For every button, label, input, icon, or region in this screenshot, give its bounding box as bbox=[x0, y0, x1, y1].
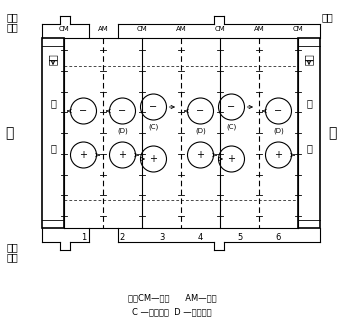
Text: 5: 5 bbox=[237, 233, 242, 242]
Text: −: − bbox=[79, 106, 88, 116]
Text: 极: 极 bbox=[50, 98, 56, 108]
Text: 3: 3 bbox=[159, 233, 164, 242]
Text: AM: AM bbox=[98, 26, 108, 32]
Text: 6: 6 bbox=[276, 233, 281, 242]
Text: +: + bbox=[79, 150, 88, 160]
Text: (D): (D) bbox=[195, 128, 206, 134]
Text: −: − bbox=[227, 102, 236, 112]
Bar bbox=[42, 38, 64, 228]
Text: 4: 4 bbox=[198, 233, 203, 242]
Bar bbox=[298, 38, 320, 228]
Text: 注：CM—阳膜      AM—阴膜: 注：CM—阳膜 AM—阴膜 bbox=[128, 294, 216, 302]
Text: ＋: ＋ bbox=[328, 126, 336, 140]
Text: 2: 2 bbox=[120, 233, 125, 242]
Text: −: − bbox=[149, 102, 158, 112]
Text: −: − bbox=[196, 106, 205, 116]
Text: (D): (D) bbox=[117, 128, 128, 134]
Text: 极水: 极水 bbox=[7, 242, 19, 252]
Text: 阴极: 阴极 bbox=[48, 53, 58, 65]
Text: AM: AM bbox=[254, 26, 264, 32]
Text: 极: 极 bbox=[306, 98, 312, 108]
Text: 浓水: 浓水 bbox=[322, 12, 334, 22]
Text: C —浓水隔板  D —淡水隔板: C —浓水隔板 D —淡水隔板 bbox=[132, 307, 212, 317]
Text: CM: CM bbox=[59, 26, 69, 32]
Text: +: + bbox=[275, 150, 283, 160]
Text: −: − bbox=[118, 106, 127, 116]
Text: 室: 室 bbox=[306, 143, 312, 153]
Text: －: － bbox=[5, 126, 13, 140]
Text: 1: 1 bbox=[81, 233, 86, 242]
Text: +: + bbox=[118, 150, 127, 160]
Text: 阳极: 阳极 bbox=[304, 53, 314, 65]
Text: +: + bbox=[197, 150, 205, 160]
Text: −: − bbox=[274, 106, 283, 116]
Text: AM: AM bbox=[176, 26, 186, 32]
Text: +: + bbox=[227, 154, 236, 164]
Text: CM: CM bbox=[293, 26, 303, 32]
Text: 淡水: 淡水 bbox=[7, 12, 19, 22]
Text: (C): (C) bbox=[226, 123, 237, 129]
Text: (D): (D) bbox=[273, 128, 284, 134]
Text: 室: 室 bbox=[50, 143, 56, 153]
Text: +: + bbox=[149, 154, 158, 164]
Text: CM: CM bbox=[137, 26, 147, 32]
Text: (C): (C) bbox=[148, 123, 159, 129]
Text: 原水: 原水 bbox=[7, 252, 19, 262]
Text: 极水: 极水 bbox=[7, 22, 19, 32]
Text: CM: CM bbox=[215, 26, 225, 32]
